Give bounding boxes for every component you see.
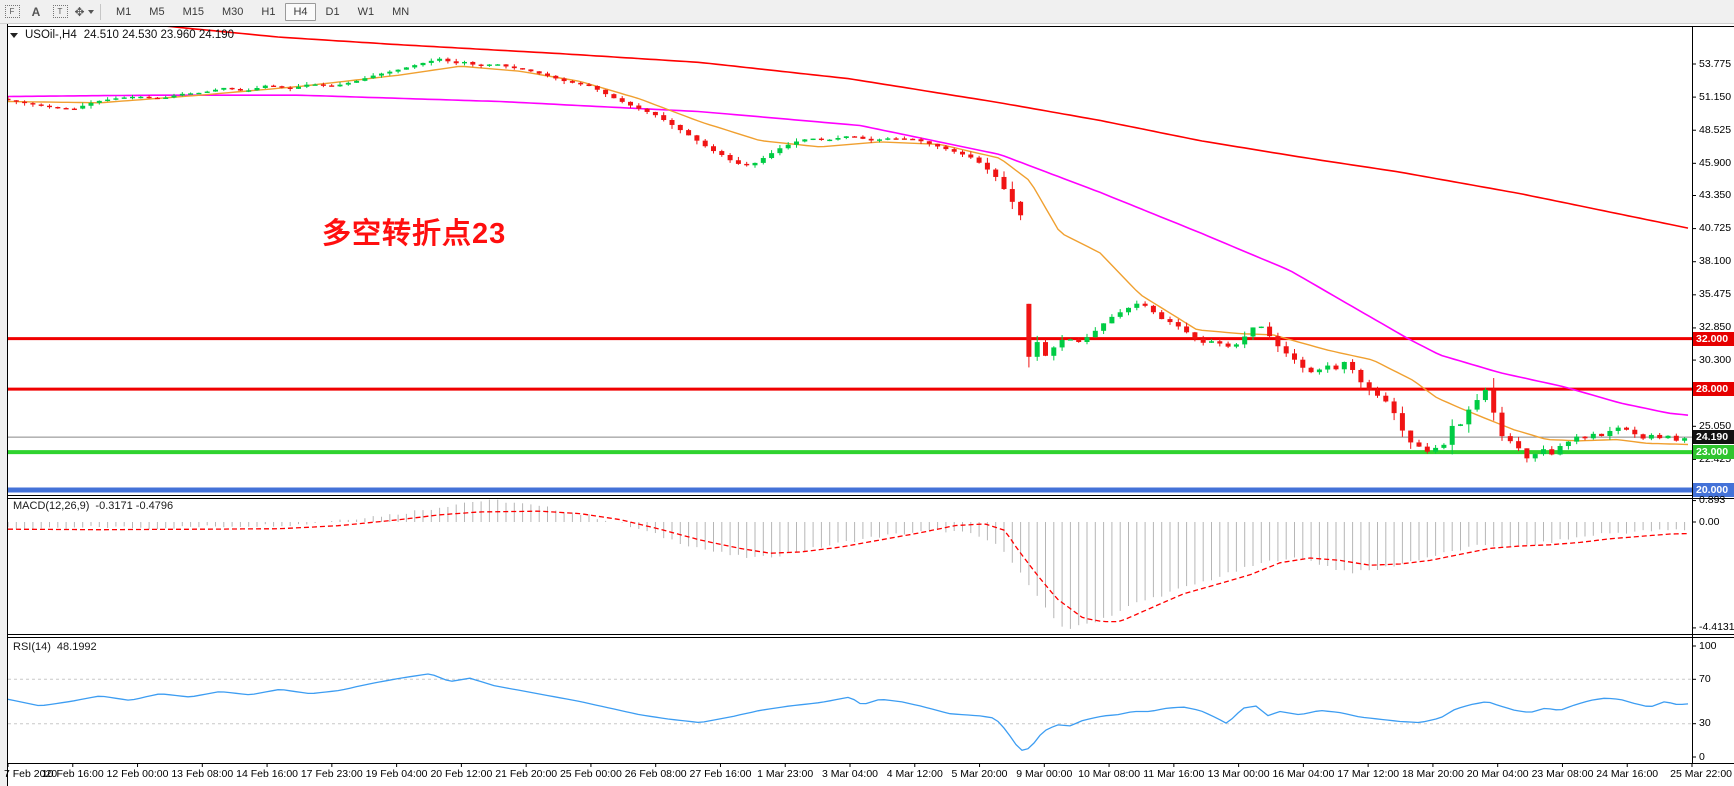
price-tick-label: 43.350 bbox=[1699, 189, 1732, 201]
timeframe-button-h4[interactable]: H4 bbox=[285, 2, 316, 21]
timeframe-button-group: M1 M5 M15 M30 H1 H4 D1 W1 MN bbox=[107, 2, 418, 21]
toolbar: F A T ✥ M1 M5 M15 M30 H1 H4 D1 W1 MN bbox=[0, 0, 1734, 24]
time-axis-label: 9 Mar 00:00 bbox=[1016, 768, 1073, 780]
timeframe-button-d1[interactable]: D1 bbox=[325, 5, 340, 18]
time-axis-label: 20 Mar 04:00 bbox=[1466, 768, 1529, 780]
time-axis-label: 5 Mar 20:00 bbox=[951, 768, 1008, 780]
time-axis-label: 27 Feb 16:00 bbox=[689, 768, 752, 780]
price-tick-label: 51.150 bbox=[1699, 90, 1732, 103]
rsi-indicator-label: RSI(14) bbox=[13, 641, 51, 653]
window-left-edge bbox=[0, 24, 7, 786]
time-axis-label: 13 Feb 08:00 bbox=[171, 768, 234, 780]
price-tick-label: 30.300 bbox=[1699, 353, 1732, 366]
chart-text-annotation[interactable]: 多空转折点23 bbox=[322, 218, 507, 250]
time-axis-label: 24 Mar 16:00 bbox=[1596, 768, 1659, 780]
price-tick-label: 53.775 bbox=[1699, 57, 1732, 70]
chevron-down-icon bbox=[10, 32, 18, 38]
timeframe-button-w1[interactable]: W1 bbox=[357, 5, 375, 18]
time-axis-label: 12 Feb 00:00 bbox=[106, 768, 169, 780]
price-badge: 20.000 bbox=[1693, 483, 1734, 497]
time-axis-label: 11 Mar 16:00 bbox=[1143, 768, 1205, 780]
macd-label-row: MACD(12,26,9) -0.3171 -0.4796 bbox=[13, 500, 173, 512]
time-axis-label: 17 Mar 12:00 bbox=[1337, 768, 1400, 780]
time-axis-label: 23 Mar 08:00 bbox=[1531, 768, 1594, 780]
price-tick-label: 25.050 bbox=[1699, 419, 1732, 432]
time-axis-label: 25 Mar 22:00 bbox=[1670, 768, 1732, 780]
price-badge: 32.000 bbox=[1693, 331, 1734, 346]
time-axis-label: 4 Mar 12:00 bbox=[886, 768, 943, 780]
ohlc-values: 24.510 24.530 23.960 24.190 bbox=[83, 29, 235, 41]
symbol-period-label: USOil-,H4 bbox=[25, 29, 77, 41]
rsi-indicator-value: 48.1992 bbox=[56, 641, 97, 653]
price-tick-label: 45.900 bbox=[1699, 156, 1732, 169]
time-axis-label: 7 Feb 2020 bbox=[4, 768, 58, 780]
time-axis-label: 17 Feb 23:00 bbox=[300, 768, 363, 780]
time-axis-label: 18 Mar 20:00 bbox=[1401, 768, 1464, 780]
rsi-scale-label: 100 bbox=[1699, 639, 1717, 652]
timeframe-button-mn[interactable]: MN bbox=[392, 5, 410, 18]
drawing-tools-icon[interactable]: ✥ bbox=[73, 2, 95, 21]
marquee-f-icon[interactable]: F bbox=[1, 2, 23, 21]
time-axis-label: 1 Mar 23:00 bbox=[757, 768, 814, 780]
price-badge: 28.000 bbox=[1693, 382, 1734, 397]
time-axis-label: 3 Mar 04:00 bbox=[821, 768, 879, 780]
price-tick-label: 32.850 bbox=[1699, 321, 1732, 334]
timeframe-button-m1[interactable]: M1 bbox=[116, 5, 132, 18]
macd-scale-label: 0.00 bbox=[1699, 515, 1720, 528]
time-axis-label: 16 Mar 04:00 bbox=[1272, 768, 1335, 780]
price-tick-label: 48.525 bbox=[1699, 123, 1732, 136]
chevron-down-icon bbox=[87, 9, 94, 14]
time-axis-label: 19 Feb 04:00 bbox=[365, 768, 428, 780]
time-axis-label: 26 Feb 08:00 bbox=[624, 768, 687, 780]
toolbar-separator bbox=[100, 3, 101, 20]
time-axis-label: 25 Feb 00:00 bbox=[559, 768, 622, 780]
marquee-f-glyph: F bbox=[4, 5, 20, 18]
time-axis-label: 10 Feb 16:00 bbox=[41, 768, 104, 780]
time-axis-label: 14 Feb 16:00 bbox=[236, 768, 299, 780]
macd-scale-label: -4.4131 bbox=[1699, 621, 1734, 634]
rsi-label-row: RSI(14) 48.1992 bbox=[13, 641, 97, 653]
macd-indicator-label: MACD(12,26,9) bbox=[13, 500, 90, 512]
price-tick-label: 35.475 bbox=[1699, 288, 1732, 301]
rsi-pane[interactable] bbox=[8, 638, 1692, 762]
rsi-scale-label: 0 bbox=[1699, 750, 1705, 763]
price-pane[interactable] bbox=[8, 27, 1692, 495]
time-axis-label: 10 Mar 08:00 bbox=[1078, 768, 1141, 780]
price-badge: 24.190 bbox=[1693, 430, 1734, 445]
macd-pane[interactable] bbox=[8, 499, 1692, 634]
price-badge: 23.000 bbox=[1693, 445, 1734, 460]
time-axis-label: 21 Feb 20:00 bbox=[495, 768, 558, 780]
timeframe-button-m30[interactable]: M30 bbox=[221, 5, 244, 18]
timeframe-button-h1[interactable]: H1 bbox=[261, 5, 276, 18]
timeframe-button-m5[interactable]: M5 bbox=[149, 5, 165, 18]
time-axis-label: 13 Mar 00:00 bbox=[1207, 768, 1270, 780]
timeframe-button-m15[interactable]: M15 bbox=[182, 5, 204, 18]
pointer-a-icon[interactable]: A bbox=[31, 4, 41, 19]
price-tick-label: 40.725 bbox=[1699, 222, 1732, 235]
text-tool-icon[interactable]: T bbox=[49, 2, 71, 21]
rsi-scale-label: 70 bbox=[1699, 672, 1711, 685]
macd-scale-label: 0.893 bbox=[1699, 494, 1726, 507]
chart-title-bar[interactable]: USOil-,H4 24.510 24.530 23.960 24.190 bbox=[10, 29, 234, 41]
time-axis-label: 20 Feb 12:00 bbox=[430, 768, 493, 780]
macd-indicator-values: -0.3171 -0.4796 bbox=[95, 500, 174, 512]
rsi-scale-label: 30 bbox=[1699, 717, 1711, 730]
price-tick-label: 38.100 bbox=[1699, 255, 1732, 268]
